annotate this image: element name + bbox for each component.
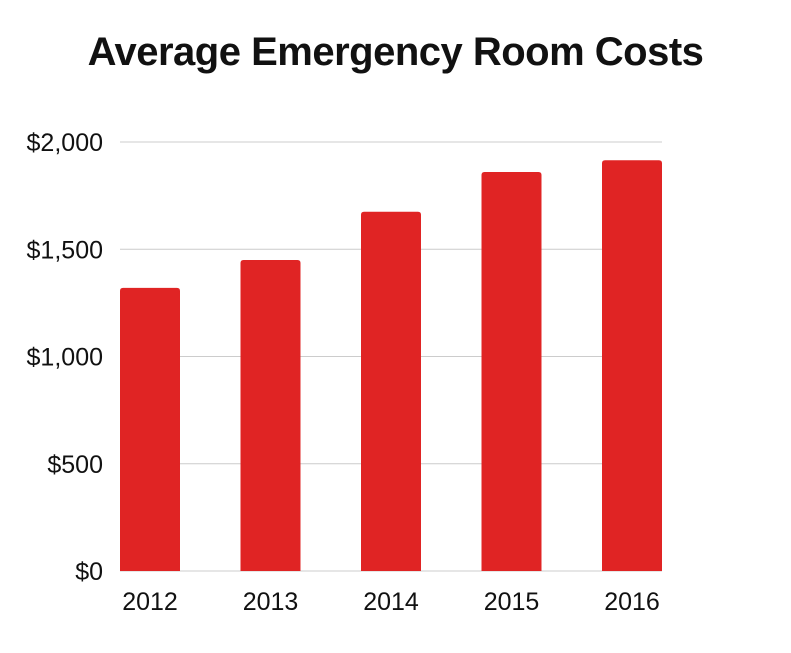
y-tick-label: $0	[75, 558, 103, 586]
y-tick-label: $1,500	[27, 236, 103, 264]
chart-title: Average Emergency Room Costs	[87, 30, 704, 74]
bar-2013	[240, 259, 301, 571]
x-tick-label: 2013	[243, 588, 299, 616]
bar-2012	[120, 287, 180, 571]
y-tick-label: $2,000	[27, 129, 103, 157]
x-tick-label: 2012	[122, 588, 178, 616]
bars	[120, 160, 662, 572]
x-tick-label: 2016	[604, 588, 660, 616]
x-tick-label: 2015	[484, 588, 540, 616]
y-tick-label: $500	[47, 451, 103, 479]
x-axis-tick-labels: 2012 2013 2014 2015 2016	[122, 588, 660, 616]
bar-2015	[481, 172, 542, 571]
y-axis-tick-labels: $0 $500 $1,000 $1,500 $2,000	[27, 129, 103, 586]
bar-2016	[602, 160, 662, 572]
x-tick-label: 2014	[363, 588, 419, 616]
y-tick-label: $1,000	[27, 344, 103, 372]
bar-2014	[361, 211, 421, 571]
